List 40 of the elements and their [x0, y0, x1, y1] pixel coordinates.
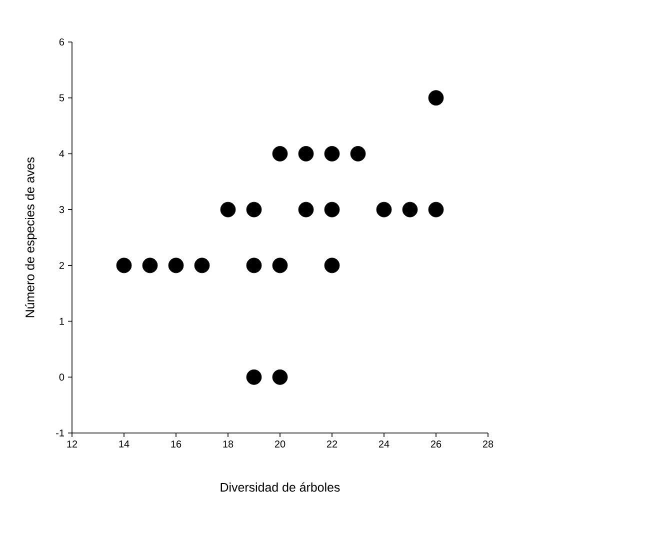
point — [272, 369, 288, 385]
point — [246, 369, 262, 385]
x-tick-label: 26 — [430, 440, 442, 448]
x-tick-label: 18 — [223, 440, 234, 448]
point — [116, 258, 132, 274]
point — [220, 202, 236, 218]
y-tick-label: 4 — [59, 150, 64, 158]
point — [428, 202, 444, 218]
point — [376, 202, 392, 218]
point — [324, 146, 340, 162]
y-tick-label: 1 — [60, 318, 64, 325]
point — [298, 202, 314, 218]
x-axis-title: Diversidad de árboles — [220, 482, 340, 492]
point — [428, 90, 444, 106]
point — [272, 258, 288, 274]
y-tick-label: 5 — [59, 94, 64, 102]
x-tick-label: 14 — [119, 440, 130, 448]
point — [246, 258, 262, 274]
point — [298, 146, 314, 162]
y-tick-label: 6 — [59, 38, 64, 46]
y-tick-label: -1 — [56, 430, 64, 436]
point — [402, 202, 418, 218]
point — [272, 146, 288, 162]
point — [350, 146, 366, 162]
y-tick-label: 3 — [59, 206, 64, 214]
x-tick-label: 22 — [326, 440, 338, 448]
point — [168, 258, 184, 274]
point — [324, 202, 340, 218]
x-tick-label: 20 — [274, 440, 286, 448]
point — [194, 258, 210, 274]
point — [324, 258, 340, 274]
x-tick-label: 28 — [482, 440, 494, 448]
point — [246, 202, 262, 218]
point — [142, 258, 158, 274]
x-tick-label: 12 — [67, 440, 78, 448]
y-tick-label: 2 — [59, 262, 64, 269]
y-tick-label: 0 — [59, 374, 64, 381]
x-tick-label: 24 — [378, 440, 390, 448]
y-axis-title: Número de especies de aves — [25, 157, 37, 318]
x-tick-label: 16 — [171, 440, 182, 448]
